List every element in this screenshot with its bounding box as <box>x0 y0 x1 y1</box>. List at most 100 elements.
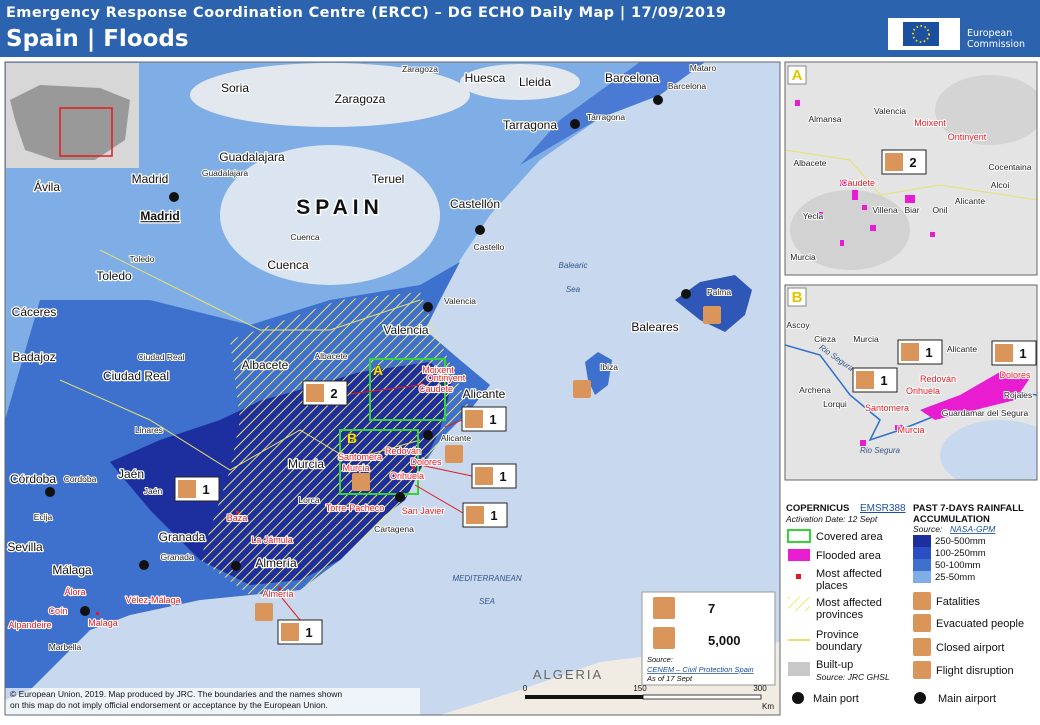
legend-item: Built-up <box>816 659 853 671</box>
region-label: Guadalajara <box>219 150 285 164</box>
fatality-icon <box>178 480 196 498</box>
region-label: Baleares <box>631 320 678 334</box>
town-label: Jaén <box>144 486 163 496</box>
source-link[interactable]: CENEM – Civil Protection Spain <box>647 665 754 674</box>
town-label: Almansa <box>808 114 841 124</box>
fatality-count: 1 <box>202 482 209 497</box>
region-label: Málaga <box>52 563 92 577</box>
fatality-icon <box>995 344 1013 362</box>
region-label: Huesca <box>465 71 506 85</box>
sea-label: Balearic <box>559 261 588 270</box>
affected-place: La Jámula <box>251 535 293 545</box>
town-label: Alcoi <box>991 180 1010 190</box>
affected-place: Orihuela <box>906 386 940 396</box>
zone-letter: A <box>373 362 383 378</box>
footer-note: © European Union, 2019. Map produced by … <box>10 689 342 699</box>
region-label: Albacete <box>242 358 289 372</box>
town-label: Ecija <box>34 512 53 522</box>
legend-item: boundary <box>816 641 862 653</box>
legend-heading: COPERNICUS <box>786 503 849 514</box>
town-label: Biar <box>904 205 919 215</box>
legend-source: Source: <box>913 524 943 534</box>
scale-label: 150 <box>633 684 647 693</box>
sea-label: MEDITERRANEAN <box>452 574 522 583</box>
region-label: Castellón <box>450 197 500 211</box>
sea-label: SEA <box>479 597 495 606</box>
legend-item: Covered area <box>816 531 884 543</box>
town-label: Albacete <box>314 351 347 361</box>
town-label: Villena <box>872 205 898 215</box>
fatality-count: 2 <box>330 386 337 401</box>
affected-place: Murcia <box>897 425 924 435</box>
region-label: Granada <box>159 530 206 544</box>
town-label: Murcia <box>853 334 879 344</box>
logo-text: European <box>967 28 1012 39</box>
legend-symbol: Flight disruption <box>936 665 1014 677</box>
town-label: Lorqui <box>823 399 847 409</box>
logo-text: Commission <box>967 39 1025 50</box>
fatalities-total: 7 <box>708 601 715 616</box>
region-label: Badajoz <box>12 350 55 364</box>
town-label: Toledo <box>129 254 154 264</box>
fatality-icon <box>885 153 903 171</box>
town-label: Archena <box>799 385 831 395</box>
town-label: Marbella <box>49 642 82 652</box>
region-label: Valencia <box>383 323 428 337</box>
town-label: Valencia <box>444 296 476 306</box>
sea-label: Sea <box>566 285 581 294</box>
inset-b <box>785 285 1037 480</box>
affected-place: Redován <box>920 374 956 384</box>
affected-place: Santomera <box>338 452 382 462</box>
region-label: Alicante <box>463 387 506 401</box>
legend-symbol: Closed airport <box>936 642 1004 654</box>
rain-class: 100-250mm <box>935 548 986 559</box>
footer-note: on this map do not imply official endors… <box>10 700 328 710</box>
legend-heading: ACCUMULATION <box>913 514 990 525</box>
affected-place: Coín <box>48 606 67 616</box>
region-label: Lleida <box>519 75 551 89</box>
fatality-count: 1 <box>1019 346 1026 361</box>
scale-label: Km <box>762 702 774 711</box>
affected-place: Moixent <box>422 365 454 375</box>
town-label: Cartagena <box>374 524 414 534</box>
region-label: Córdoba <box>10 472 56 486</box>
capital-label: Madrid <box>140 209 179 223</box>
nasa-link[interactable]: NASA-GPM <box>950 524 996 534</box>
region-label: Jaén <box>118 467 144 481</box>
region-label: Ciudad Real <box>103 369 169 383</box>
fatality-icon <box>465 410 483 428</box>
scale-bar <box>525 694 762 700</box>
rain-class: 50-100mm <box>935 560 980 571</box>
river-label: Rio Segura <box>860 446 901 455</box>
region-label: Ávila <box>34 179 60 194</box>
source-date: As of 17 Sept <box>646 674 693 683</box>
region-label: Sevilla <box>7 540 43 554</box>
activation-date: Activation Date: 12 Sept <box>785 514 878 524</box>
town-label: Cordoba <box>64 474 97 484</box>
affected-place: Dolores <box>410 457 442 467</box>
scale-label: 0 <box>523 684 528 693</box>
country-label: SPAIN <box>296 196 384 219</box>
town-label: Zaragoza <box>402 64 438 74</box>
town-label: Lorca <box>298 495 320 505</box>
legend-swatches <box>787 529 931 704</box>
town-label: Cuenca <box>290 232 320 242</box>
legend-airport: Main airport <box>938 693 996 705</box>
inset-letter-box <box>787 65 807 85</box>
affected-place: Santomera <box>865 403 909 413</box>
fatality-icon <box>466 506 484 524</box>
town-label: Yecla <box>803 211 824 221</box>
town-label: Valencia <box>874 106 906 116</box>
town-label: Ibiza <box>600 362 618 372</box>
legend-item: provinces <box>816 609 864 621</box>
affected-place: Baza <box>227 513 248 523</box>
fatality-count: 1 <box>925 345 932 360</box>
town-label: Rojales <box>1004 390 1032 400</box>
region-label: Cuenca <box>267 258 309 272</box>
region-label: Cáceres <box>12 305 57 319</box>
affected-place: Caudete <box>841 178 875 188</box>
fatality-icon <box>281 623 299 641</box>
emsr-link[interactable]: EMSR388 <box>860 503 906 514</box>
affected-place: Ontinyent <box>427 373 466 383</box>
